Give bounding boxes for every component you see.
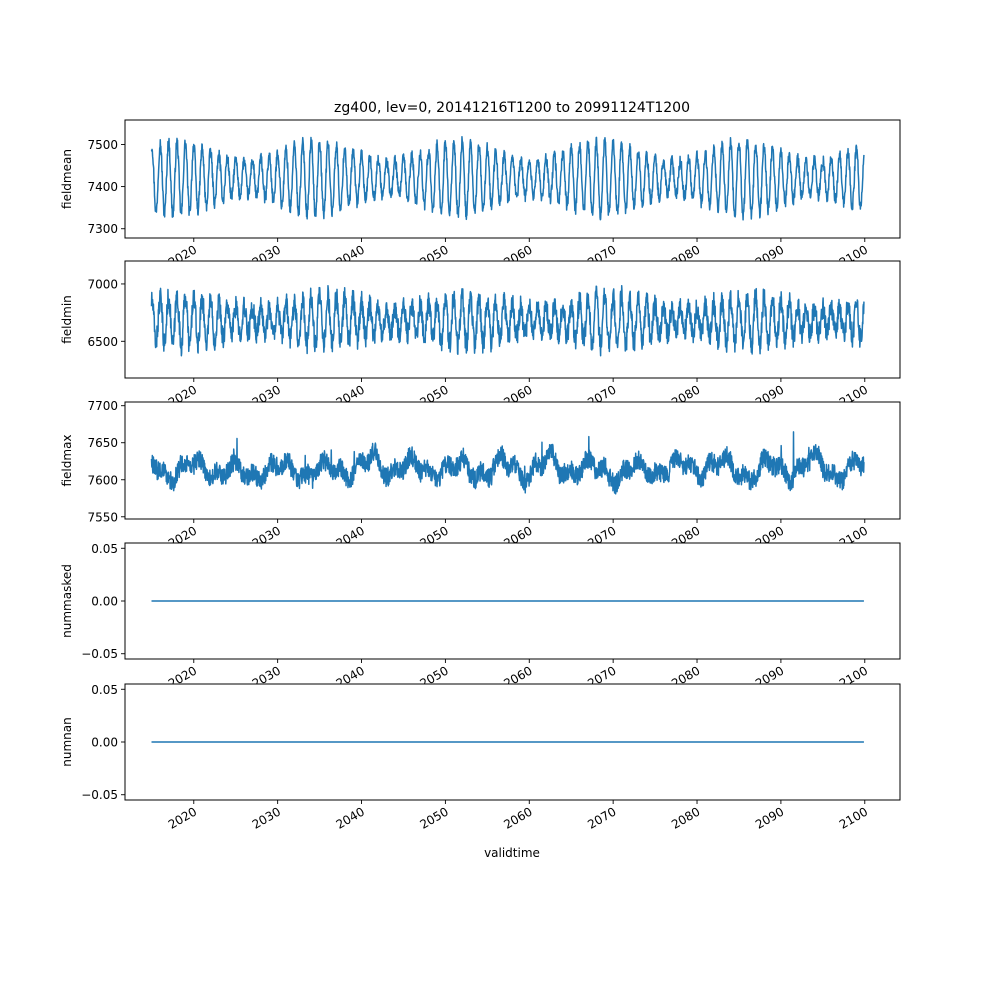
x-tick-label: 2090 — [753, 804, 786, 831]
x-tick-label: 2030 — [250, 804, 283, 831]
y-tick-label: 6500 — [87, 335, 118, 349]
y-axis-label: fieldmean — [60, 149, 74, 209]
y-tick-label: 0.05 — [91, 542, 118, 556]
y-tick-label: 0.00 — [91, 736, 118, 750]
y-tick-label: 0.05 — [91, 683, 118, 697]
x-tick-label: 2050 — [417, 804, 450, 831]
y-tick-label: 7650 — [87, 436, 118, 450]
x-tick-label: 2080 — [669, 804, 702, 831]
x-tick-labels: 2020 2030 2040 2050 2060 2070 2080 2090 2100 — [166, 804, 870, 831]
x-axis-label: validtime — [484, 846, 540, 860]
axes-frame — [124, 119, 901, 239]
y-tick-label: 7500 — [87, 138, 118, 152]
y-tick-label: 7000 — [87, 277, 118, 291]
x-tick-label: 2020 — [166, 804, 199, 831]
y-axis-label: numnan — [60, 717, 74, 766]
y-axis-label: fieldmax — [60, 434, 74, 486]
axes-frame — [124, 260, 901, 379]
y-tick-label: 7300 — [87, 222, 118, 236]
y-axis-label: nummasked — [60, 564, 74, 638]
x-tick-label: 2070 — [585, 804, 618, 831]
series-line — [150, 136, 865, 221]
y-tick-label: 7550 — [87, 510, 118, 524]
series-line — [150, 284, 865, 357]
chart-title: zg400, lev=0, 20141216T1200 to 20991124T… — [334, 100, 690, 116]
y-axis-label: fieldmin — [60, 295, 74, 344]
x-tick-label: 2040 — [334, 804, 367, 831]
x-tick-label: 2100 — [837, 804, 870, 831]
y-tick-label: 7400 — [87, 180, 118, 194]
axes-frame — [124, 401, 901, 520]
y-tick-label: −0.05 — [81, 788, 118, 802]
y-tick-label: 7700 — [87, 399, 118, 413]
series-line — [150, 431, 865, 495]
y-tick-label: 0.00 — [91, 595, 118, 609]
x-tick-label: 2060 — [501, 804, 534, 831]
y-tick-label: 7600 — [87, 473, 118, 487]
y-tick-label: −0.05 — [81, 647, 118, 661]
